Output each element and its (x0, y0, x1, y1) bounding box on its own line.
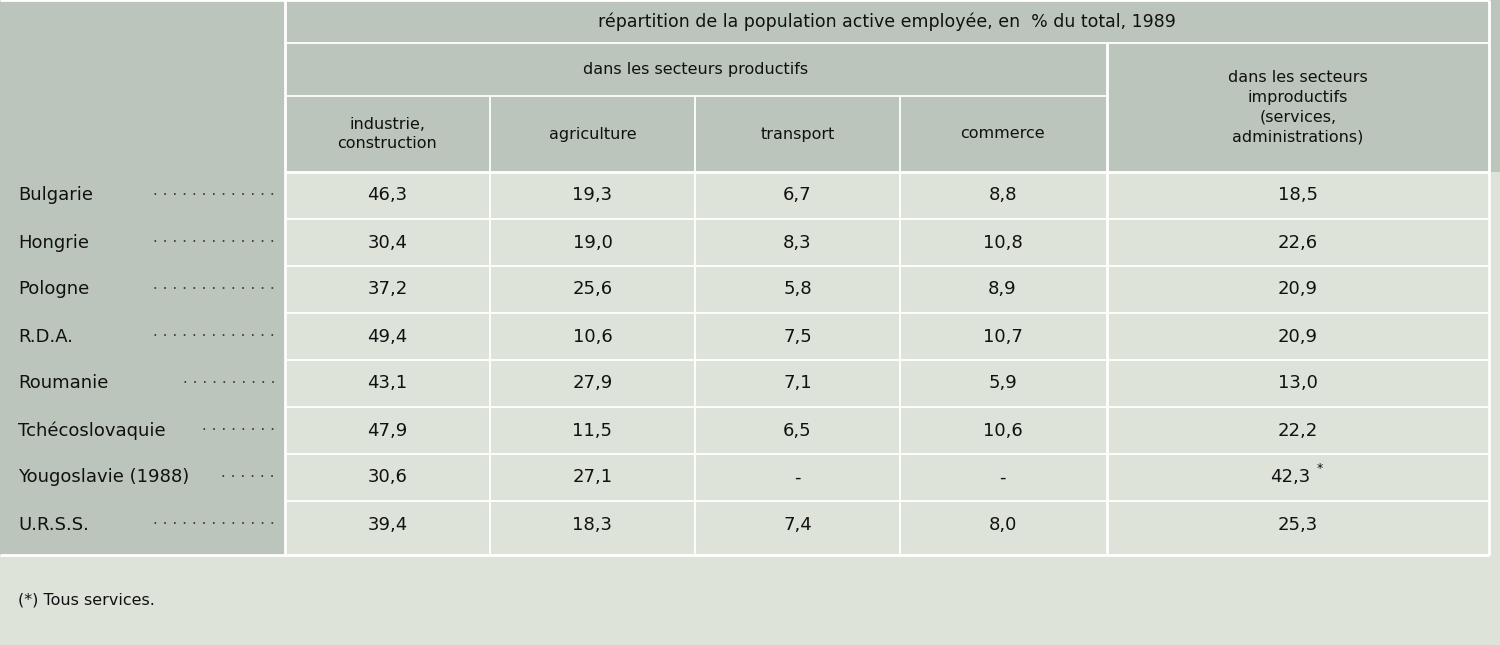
Text: 39,4: 39,4 (368, 515, 408, 533)
Text: Tchécoslovaquie: Tchécoslovaquie (18, 421, 165, 440)
Text: 25,3: 25,3 (1278, 515, 1318, 533)
Text: 37,2: 37,2 (368, 281, 408, 299)
Text: Roumanie: Roumanie (18, 375, 108, 393)
Text: Hongrie: Hongrie (18, 233, 88, 252)
Text: -: - (999, 468, 1005, 486)
Text: 30,6: 30,6 (368, 468, 408, 486)
Text: dans les secteurs productifs: dans les secteurs productifs (584, 62, 808, 77)
Text: 5,8: 5,8 (783, 281, 812, 299)
Text: 30,4: 30,4 (368, 233, 408, 252)
Text: Yougoslavie (1988): Yougoslavie (1988) (18, 468, 189, 486)
Text: commerce: commerce (960, 126, 1046, 141)
Text: · · · · · · · · · · · · ·: · · · · · · · · · · · · · (148, 188, 274, 203)
Text: · · · · · · · · · ·: · · · · · · · · · · (177, 376, 274, 391)
Text: 7,1: 7,1 (783, 375, 812, 393)
Text: 10,8: 10,8 (982, 233, 1023, 252)
Bar (0, 0, 285, 555)
Text: 8,8: 8,8 (988, 186, 1017, 204)
Bar (285, 172, 1107, 555)
Text: U.R.S.S.: U.R.S.S. (18, 515, 88, 533)
Text: 22,2: 22,2 (1278, 421, 1318, 439)
Text: · · · · · · · · · · · · ·: · · · · · · · · · · · · · (148, 329, 274, 344)
Bar (1107, 43, 1490, 172)
Text: · · · · · · · · · · · · ·: · · · · · · · · · · · · · (148, 282, 274, 297)
Text: R.D.A.: R.D.A. (18, 328, 74, 346)
Text: 7,5: 7,5 (783, 328, 812, 346)
Text: · · · · · · · ·: · · · · · · · · (196, 423, 274, 438)
Text: *: * (1317, 462, 1323, 475)
Text: 18,5: 18,5 (1278, 186, 1318, 204)
Text: 43,1: 43,1 (368, 375, 408, 393)
Text: Bulgarie: Bulgarie (18, 186, 93, 204)
Text: 25,6: 25,6 (573, 281, 612, 299)
Text: répartition de la population active employée, en  % du total, 1989: répartition de la population active empl… (598, 12, 1176, 31)
Text: 18,3: 18,3 (573, 515, 612, 533)
Text: 11,5: 11,5 (573, 421, 612, 439)
Text: 8,9: 8,9 (988, 281, 1017, 299)
Text: (*) Tous services.: (*) Tous services. (18, 593, 154, 608)
Text: 19,3: 19,3 (573, 186, 612, 204)
Bar (0, 555, 1500, 645)
Text: 10,6: 10,6 (573, 328, 612, 346)
Text: · · · · · · · · · · · · ·: · · · · · · · · · · · · · (148, 235, 274, 250)
Text: 7,4: 7,4 (783, 515, 812, 533)
Text: 20,9: 20,9 (1278, 328, 1318, 346)
Text: 8,3: 8,3 (783, 233, 812, 252)
Text: 27,1: 27,1 (573, 468, 612, 486)
Text: 5,9: 5,9 (988, 375, 1017, 393)
Text: · · · · · ·: · · · · · · (216, 470, 274, 485)
Text: 47,9: 47,9 (368, 421, 408, 439)
Text: 46,3: 46,3 (368, 186, 408, 204)
Text: 10,7: 10,7 (982, 328, 1023, 346)
Text: 49,4: 49,4 (368, 328, 408, 346)
Bar (0, 0, 1500, 172)
Text: -: - (795, 468, 801, 486)
Text: 42,3: 42,3 (1270, 468, 1310, 486)
Text: transport: transport (760, 126, 834, 141)
Text: industrie,
construction: industrie, construction (338, 117, 438, 152)
Text: 6,7: 6,7 (783, 186, 812, 204)
Text: 13,0: 13,0 (1278, 375, 1318, 393)
Text: 6,5: 6,5 (783, 421, 812, 439)
Text: 22,6: 22,6 (1278, 233, 1318, 252)
Bar (1107, 172, 1490, 555)
Text: Pologne: Pologne (18, 281, 90, 299)
Text: dans les secteurs
improductifs
(services,
administrations): dans les secteurs improductifs (services… (1228, 70, 1368, 144)
Text: 8,0: 8,0 (988, 515, 1017, 533)
Text: agriculture: agriculture (549, 126, 636, 141)
Text: 20,9: 20,9 (1278, 281, 1318, 299)
Text: 19,0: 19,0 (573, 233, 612, 252)
Text: 10,6: 10,6 (982, 421, 1023, 439)
Text: 27,9: 27,9 (573, 375, 612, 393)
Text: · · · · · · · · · · · · ·: · · · · · · · · · · · · · (148, 517, 274, 532)
